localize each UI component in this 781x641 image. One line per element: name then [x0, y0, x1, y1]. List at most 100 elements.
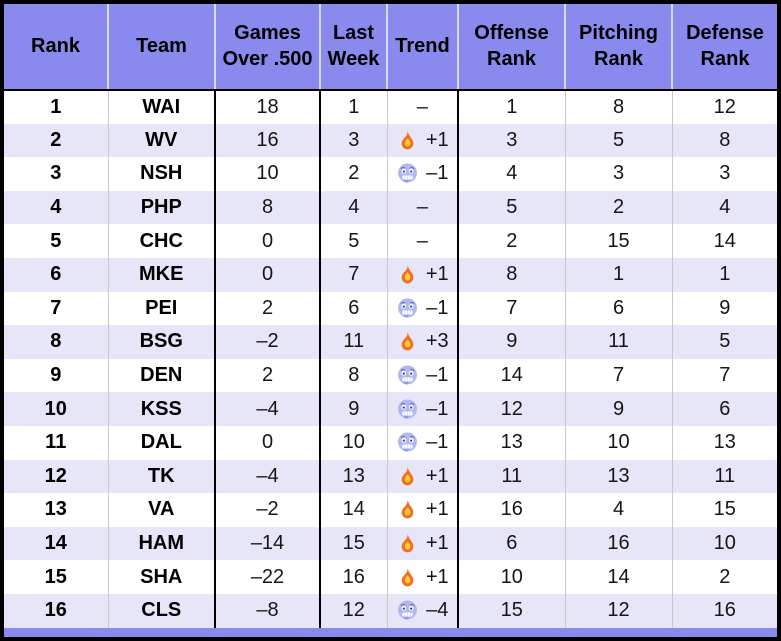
cell-defense_rank: 7: [719, 364, 731, 387]
cell-trend: +1: [387, 560, 459, 594]
cell-rank: 9: [4, 358, 109, 393]
table-row: 7 PEI 2 6 –1 7 6 9: [4, 291, 777, 326]
cell-offense_rank: 11: [458, 459, 566, 494]
cell-defense_rank: 8: [719, 128, 731, 151]
cold-face-icon: [396, 162, 419, 185]
cell-defense_rank: 2: [719, 565, 731, 588]
cell-last_week: 15: [320, 526, 388, 561]
cell-games_over_500: 8: [215, 190, 321, 225]
column-header-team: Team: [108, 4, 216, 91]
cell-rank: 7: [4, 291, 109, 326]
cell-offense_rank: 2: [458, 224, 566, 258]
trend-indicator: +1: [390, 566, 456, 589]
cell-team: HAM: [108, 526, 216, 561]
cell-trend: +3: [387, 325, 459, 359]
cell-team: TK: [108, 459, 216, 494]
cell-pitching_rank: 12: [565, 593, 673, 628]
cell-last_week: 3: [320, 123, 388, 158]
cell-team: NSH: [108, 157, 216, 191]
fire-icon: [396, 532, 419, 555]
trend-indicator: –1: [390, 297, 456, 320]
cell-pitching_rank: 8: [565, 90, 673, 124]
cell-rank: 16: [4, 593, 109, 628]
trend-indicator: +3: [390, 330, 456, 353]
cell-last_week: 11: [320, 325, 388, 359]
cell-trend: +1: [387, 257, 459, 292]
cold-face-icon: [396, 599, 419, 622]
table-body: 1 WAI 18 1–1 8 12 2 WV 16 3 +1 3 5 8 3 NSH 10 2 –1 4 3 3 4 PHP 8…: [4, 90, 777, 628]
table-row: 10 KSS –4 9 –1 12 9 6: [4, 392, 777, 426]
cell-games_over_500: –2: [215, 325, 321, 359]
header-row: Rank Team Games Over .500 Last Week Trend Off…: [4, 4, 777, 91]
power-rankings-table: Rank Team Games Over .500 Last Week Trend Off…: [4, 4, 777, 628]
trend-indicator: –: [390, 196, 456, 219]
cold-face-icon: [396, 297, 419, 320]
cell-games_over_500: –14: [215, 526, 321, 561]
cell-rank: 14: [4, 526, 109, 561]
cell-games_over_500: –4: [215, 392, 321, 426]
cell-offense_rank: 12: [458, 392, 566, 426]
cell-defense_rank: 3: [719, 162, 731, 185]
cell-last_week: 16: [320, 560, 388, 594]
cell-offense_rank: 10: [458, 560, 566, 594]
cell-last_week: 7: [320, 257, 388, 292]
cell-pitching_rank: 2: [565, 190, 673, 225]
cell-trend: –1: [387, 358, 459, 393]
fire-icon: [396, 263, 419, 286]
cell-defense_rank: 15: [713, 498, 736, 521]
cell-rank: 12: [4, 459, 109, 494]
table-row: 13 VA –2 14 +1 16 4 15: [4, 493, 777, 527]
cell-last_week: 9: [320, 392, 388, 426]
column-header-defense_rank: Defense Rank: [672, 4, 777, 91]
cell-pitching_rank: 3: [565, 157, 673, 191]
cell-last_week: 2: [320, 157, 388, 191]
cell-defense_rank: 4: [719, 196, 731, 219]
cell-games_over_500: 10: [215, 157, 321, 191]
cell-last_week: 5: [320, 224, 388, 258]
table-row: 3 NSH 10 2 –1 4 3 3: [4, 157, 777, 191]
cell-team: PHP: [108, 190, 216, 225]
trend-value: +1: [425, 128, 449, 151]
cell-games_over_500: 0: [215, 257, 321, 292]
table-row: 15 SHA –22 16 +1 10 14 2: [4, 560, 777, 594]
cold-face-icon: [396, 364, 419, 387]
trend-indicator: +1: [390, 129, 456, 152]
cell-offense_rank: 13: [458, 425, 566, 460]
cell-defense_rank: 13: [713, 431, 736, 454]
table-row: 14 HAM –14 15 +1 6 16 10: [4, 526, 777, 561]
cell-defense_rank: 12: [713, 95, 736, 118]
trend-indicator: –1: [390, 364, 456, 387]
trend-indicator: –1: [390, 431, 456, 454]
trend-value: +1: [425, 498, 449, 521]
column-header-pitching_rank: Pitching Rank: [565, 4, 673, 91]
trend-indicator: +1: [390, 498, 456, 521]
cell-trend: –1: [387, 392, 459, 426]
column-header-trend: Trend: [387, 4, 459, 91]
table-row: 12 TK –4 13 +1 11 13 11: [4, 459, 777, 494]
cell-rank: 4: [4, 190, 109, 225]
cell-rank: 15: [4, 560, 109, 594]
table-row: 5 CHC 0 5–2 15 14: [4, 224, 777, 258]
trend-value: –1: [426, 364, 449, 387]
cell-trend: +1: [387, 493, 459, 527]
cell-last_week: 6: [320, 291, 388, 326]
cell-rank: 8: [4, 325, 109, 359]
cell-rank: 1: [4, 90, 109, 124]
cell-games_over_500: 0: [215, 425, 321, 460]
table-row: 8 BSG –2 11 +3 9 11 5: [4, 325, 777, 359]
cell-rank: 5: [4, 224, 109, 258]
fire-icon: [396, 498, 419, 521]
cell-trend: –: [387, 224, 459, 258]
trend-value: –1: [426, 162, 449, 185]
cell-offense_rank: 6: [458, 526, 566, 561]
cell-trend: +1: [387, 123, 459, 158]
column-header-rank: Rank: [4, 4, 109, 91]
cell-games_over_500: 16: [215, 123, 321, 158]
trend-value: –1: [426, 296, 449, 319]
cell-defense_rank: 6: [719, 397, 731, 420]
table-row: 6 MKE 0 7 +1 8 1 1: [4, 257, 777, 292]
trend-value: +1: [425, 565, 449, 588]
fire-icon: [396, 129, 419, 152]
trend-indicator: –4: [390, 599, 456, 622]
table-row: 1 WAI 18 1–1 8 12: [4, 90, 777, 124]
